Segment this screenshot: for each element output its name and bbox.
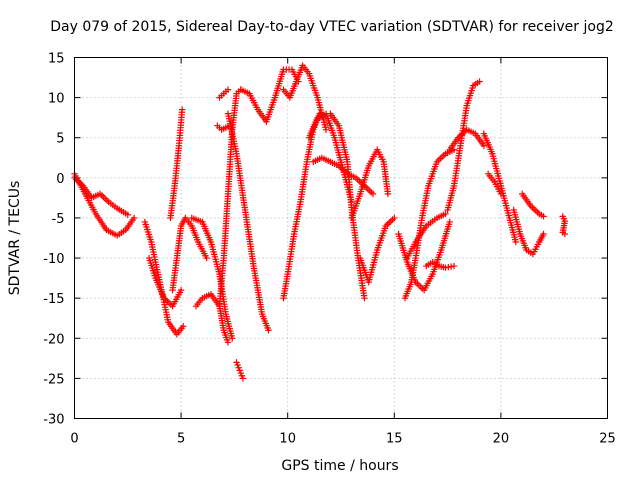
data-point (124, 211, 131, 218)
x-axis-title: GPS time / hours (281, 458, 398, 474)
data-point (224, 339, 232, 346)
series-arc-13 (224, 110, 272, 334)
series-arc-30 (510, 206, 547, 258)
data-point (450, 262, 458, 270)
series-arc-29 (484, 170, 505, 198)
y-tick-label: -5 (52, 212, 65, 227)
y-tick-label: -20 (43, 332, 64, 347)
y-tick-label: 0 (56, 172, 64, 187)
x-tick-label: 15 (386, 432, 403, 447)
x-tick-label: 20 (493, 432, 510, 447)
data-point (177, 286, 185, 294)
x-tick-labels: 0 5 10 15 20 25 (70, 432, 615, 447)
y-tick-label: -10 (43, 252, 64, 267)
series-arc-15 (280, 110, 323, 302)
data-point (224, 86, 232, 93)
data-point (384, 190, 392, 198)
data-point (446, 218, 453, 226)
series-arc-07 (188, 214, 236, 342)
y-tick-labels: -30 -25 -20 -15 -10 -5 0 5 10 15 (43, 52, 64, 428)
x-tick-label: 5 (177, 432, 185, 447)
x-tick-label: 0 (70, 432, 78, 447)
series-arc-26 (444, 78, 483, 214)
series-arc-31 (519, 190, 547, 220)
chart-title: Day 079 of 2015, Sidereal Day-to-day VTE… (50, 19, 613, 35)
data-point (203, 254, 210, 262)
y-tick-label: 15 (48, 52, 65, 67)
axis-ticks (74, 57, 608, 419)
data-point (391, 214, 398, 222)
y-tick-label: 10 (48, 92, 65, 107)
y-axis-title: SDTVAR / TECUs (7, 181, 23, 296)
data-point (178, 106, 186, 113)
series-arc-08 (192, 290, 232, 346)
x-tick-label: 25 (599, 432, 616, 447)
data-point (265, 327, 272, 334)
series-arc-32 (559, 213, 569, 238)
series-arc-25 (446, 126, 488, 153)
data-point (180, 323, 187, 330)
data-point (361, 294, 368, 302)
data-point (130, 214, 138, 222)
data-point (480, 142, 488, 149)
series-arc-06 (167, 106, 186, 222)
data-point (229, 335, 236, 342)
data-points (71, 62, 569, 382)
data-point (476, 78, 483, 85)
series-arc-11 (216, 86, 232, 101)
series-arc-05 (169, 214, 210, 294)
data-point (442, 210, 449, 218)
series-arc-17 (305, 110, 355, 206)
y-tick-label: -15 (43, 292, 64, 307)
data-point (540, 230, 547, 238)
series-arc-19 (327, 110, 368, 302)
series-arc-27 (423, 258, 458, 271)
series-arc-28 (480, 130, 520, 246)
series-arc-20 (348, 146, 392, 222)
series-arc-22 (395, 218, 453, 294)
y-tick-label: -25 (43, 372, 64, 387)
series-arc-04 (145, 254, 185, 310)
y-tick-label: 5 (56, 132, 64, 147)
series-arc-02 (71, 174, 131, 218)
series-arc-21 (356, 214, 398, 286)
grid-lines (74, 57, 608, 419)
data-point (239, 375, 247, 382)
data-point (369, 190, 377, 198)
x-tick-label: 10 (279, 432, 296, 447)
series-arc-10 (233, 359, 247, 382)
series-arc-09 (216, 86, 244, 310)
series-arc-18 (310, 154, 377, 198)
data-point (512, 238, 520, 246)
y-tick-label: -30 (43, 413, 64, 428)
data-point (561, 230, 569, 238)
series-arc-01 (71, 170, 138, 239)
data-point (540, 213, 547, 220)
plot-frame (74, 57, 608, 419)
data-point (497, 190, 505, 198)
series-arc-16 (280, 62, 330, 133)
data-point (322, 126, 330, 133)
series-arc-14 (237, 66, 302, 125)
